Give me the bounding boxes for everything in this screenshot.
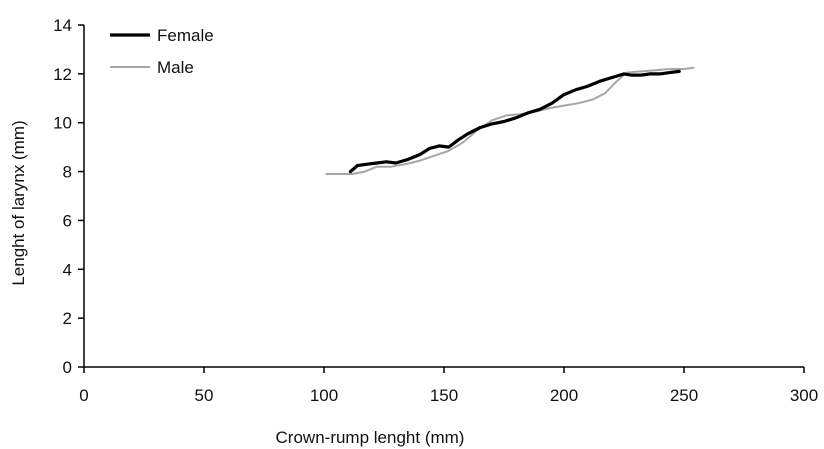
legend: Female Male [110,26,214,77]
x-tick-label: 150 [430,386,458,405]
x-tick-label: 250 [670,386,698,405]
y-axis-title: Lenght of larynx (mm) [9,120,28,285]
y-tick-label: 10 [53,114,72,133]
legend-label-female: Female [157,26,214,45]
x-axis-ticks: 0 50 100 150 200 250 300 [79,367,818,405]
x-tick-label: 100 [310,386,338,405]
x-tick-label: 50 [195,386,214,405]
y-tick-label: 14 [53,16,72,35]
x-tick-label: 300 [790,386,818,405]
x-tick-label: 200 [550,386,578,405]
y-axis-ticks: 0 2 4 6 8 10 12 14 [53,16,84,377]
legend-label-male: Male [157,58,194,77]
series-line-female [348,69,681,174]
series-line-male [325,66,695,175]
y-tick-label: 12 [53,65,72,84]
y-tick-label: 6 [63,211,72,230]
y-tick-label: 0 [63,358,72,377]
y-tick-label: 2 [63,309,72,328]
x-axis-title: Crown-rump lenght (mm) [276,428,465,447]
y-tick-label: 4 [63,260,72,279]
y-tick-label: 8 [63,163,72,182]
series-lines [325,66,695,175]
x-tick-label: 0 [79,386,88,405]
